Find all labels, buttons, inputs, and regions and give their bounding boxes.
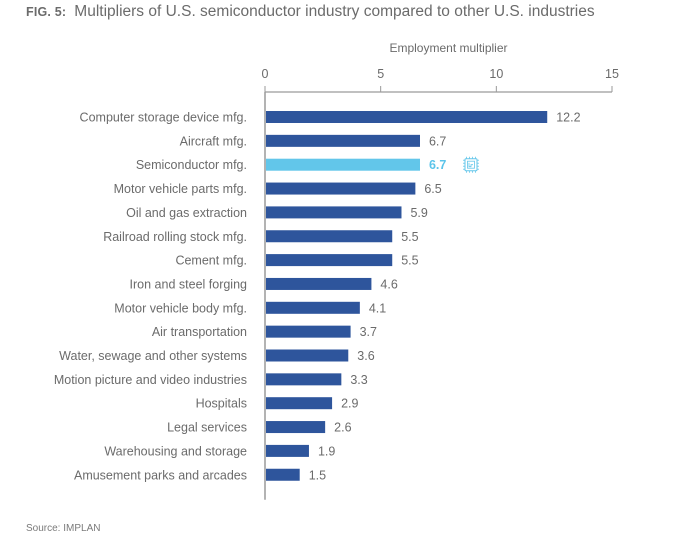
value-label: 1.9 xyxy=(318,444,335,458)
bar xyxy=(266,397,333,410)
figure-title-text: Multipliers of U.S. semiconductor indust… xyxy=(74,3,595,20)
category-label: Cement mfg. xyxy=(175,254,247,268)
value-label: 3.7 xyxy=(360,325,377,339)
bar xyxy=(266,230,393,243)
value-label: 4.6 xyxy=(380,277,397,291)
value-label: 3.3 xyxy=(350,373,367,387)
category-label: Semiconductor mfg. xyxy=(136,158,247,172)
value-label: 6.7 xyxy=(429,158,446,172)
category-label: Railroad rolling stock mfg. xyxy=(103,230,247,244)
figure-label: FIG. 5: xyxy=(26,5,67,19)
bar xyxy=(266,349,349,362)
x-tick-label: 10 xyxy=(489,67,503,81)
value-label: 12.2 xyxy=(556,111,580,125)
bar xyxy=(266,182,416,195)
value-label: 6.5 xyxy=(424,182,441,196)
bar xyxy=(266,421,326,434)
bar xyxy=(266,301,360,314)
value-label: 2.9 xyxy=(341,397,358,411)
category-label: Aircraft mfg. xyxy=(180,134,247,148)
source-note: Source: IMPLAN xyxy=(26,523,101,534)
value-label: 5.5 xyxy=(401,230,418,244)
value-label: 2.6 xyxy=(334,421,351,435)
value-label: 4.1 xyxy=(369,301,386,315)
bar xyxy=(266,134,420,147)
value-label: 5.9 xyxy=(410,206,427,220)
bar xyxy=(266,373,342,386)
value-label: 3.6 xyxy=(357,349,374,363)
value-label: 5.5 xyxy=(401,254,418,268)
x-tick-label: 5 xyxy=(377,67,384,81)
x-axis-title: Employment multiplier xyxy=(389,41,507,55)
category-label: Oil and gas extraction xyxy=(126,206,247,220)
value-label: 1.5 xyxy=(309,468,326,482)
category-label: Iron and steel forging xyxy=(130,277,247,291)
category-label: Air transportation xyxy=(152,325,247,339)
bar xyxy=(266,277,372,290)
x-axis-ticks: 0 5 10 15 xyxy=(262,67,619,92)
category-label: Motion picture and video industries xyxy=(54,373,247,387)
figure-title: FIG. 5: Multipliers of U.S. semiconductor… xyxy=(26,3,595,21)
x-tick-label: 0 xyxy=(262,67,269,81)
bar xyxy=(266,444,309,457)
axes xyxy=(264,91,612,500)
bar xyxy=(266,325,351,338)
category-label: Legal services xyxy=(167,421,247,435)
microchip-icon xyxy=(462,156,479,173)
category-label: Water, sewage and other systems xyxy=(59,349,247,363)
category-label: Warehousing and storage xyxy=(104,444,247,458)
category-labels: Computer storage device mfg. Aircraft mfg… xyxy=(54,111,247,483)
chip-body xyxy=(464,158,478,172)
bar xyxy=(266,254,393,267)
category-label: Amusement parks and arcades xyxy=(74,468,247,482)
bars xyxy=(266,111,548,481)
value-label: 6.7 xyxy=(429,134,446,148)
chip-trace xyxy=(468,162,473,168)
value-labels: 12.2 6.7 6.7 6.5 5.9 5.5 5.5 4.6 4.1 3.7 3.6 3.3 2.9… xyxy=(309,111,581,483)
bar xyxy=(266,111,548,123)
category-label: Computer storage device mfg. xyxy=(80,111,247,125)
bar-highlight xyxy=(266,158,420,171)
bar xyxy=(266,468,300,481)
category-label: Motor vehicle parts mfg. xyxy=(114,182,247,196)
category-label: Hospitals xyxy=(196,397,247,411)
category-label: Motor vehicle body mfg. xyxy=(114,301,247,315)
bar xyxy=(266,206,402,219)
x-tick-label: 15 xyxy=(605,67,619,81)
chip-core xyxy=(467,160,475,169)
